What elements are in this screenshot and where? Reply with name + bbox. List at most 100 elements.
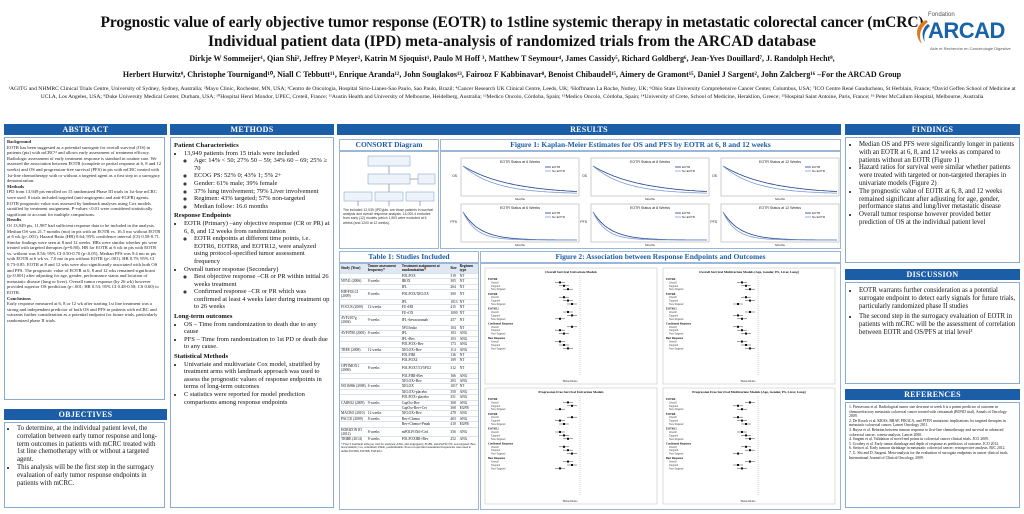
table-cell: ANG — [458, 426, 478, 437]
table-cell: IFL+bevacizumab — [400, 315, 450, 326]
table-cell: NT — [458, 272, 478, 279]
km-ylabel: OS — [712, 174, 718, 178]
km-ylabel: PFS — [580, 220, 587, 224]
abstract-header: ABSTRACT — [4, 124, 167, 135]
forest-title: Overall Survival Univariate Models — [545, 270, 597, 274]
forest-row-label: Overall — [491, 431, 499, 434]
table-cell: HIP/FOLCI (2009) — [340, 289, 367, 300]
table-cell: FOLFIRI+Bev — [400, 372, 450, 379]
table-cell: mFOLFOX6+Ced — [400, 426, 450, 437]
forest-row-label: Overall — [669, 416, 677, 419]
table-cell — [366, 404, 401, 411]
table-cell: IFL+Bev — [400, 335, 450, 342]
forest-row-label: Targeted — [491, 344, 501, 347]
km-legend-label: No EOTR — [682, 215, 696, 219]
forest-row-label: Non-Targeted — [491, 408, 506, 411]
forest-point — [571, 314, 573, 317]
table-cell — [340, 324, 367, 331]
table-cell: 8 weeks — [366, 436, 401, 442]
table-cell: 300 — [449, 289, 459, 300]
km-legend-label: No EOTR — [682, 169, 696, 173]
km-legend-label: No EOTR — [552, 215, 566, 219]
forest-point — [745, 445, 747, 448]
table-row: N9741 (2006) 8 weeks IROX 305 NT — [340, 278, 478, 285]
table-cell: ANG — [458, 394, 478, 401]
forest-row-label: Targeted — [491, 434, 501, 437]
table-row: FOLFOX4 109 NT — [340, 357, 478, 364]
forest-row-label: Targeted — [669, 405, 679, 408]
table-cell — [340, 404, 367, 411]
methods-header: METHODS — [170, 124, 334, 135]
table-cell — [366, 372, 401, 379]
table-cell: 312 — [449, 362, 459, 374]
table-row: HORIZON III (2012) 8 weeks mFOLFOX6+Ced 356… — [340, 426, 478, 437]
forest-row-label: Overall — [669, 326, 677, 329]
forest-row-label: Overall — [669, 296, 677, 299]
forest-row-label: Targeted — [491, 329, 501, 332]
forest-point — [745, 332, 747, 335]
table-cell: NT — [458, 324, 478, 331]
table-cell: AVF2107g (2004) — [340, 315, 367, 326]
table-cell — [366, 351, 401, 358]
table-cell: IROX — [400, 278, 450, 285]
table-cell: 8 weeks — [366, 289, 401, 300]
table-cell: ANG — [458, 341, 478, 347]
table-row: IFL 264 NT — [340, 283, 478, 290]
forest-point — [741, 467, 743, 470]
table-cell: 264 — [449, 283, 459, 290]
km-legend-label: No EOTR — [812, 215, 826, 219]
km-plot-title: EOTR Status at 6 Weeks — [500, 206, 540, 210]
table-cell — [340, 394, 367, 401]
forest-group-label: EOTR12 — [488, 308, 499, 311]
forest-row-label: Non-Targeted — [491, 467, 506, 470]
km-ylabel: OS — [582, 174, 588, 178]
reference-item: 4. Sargent et al. Validation of novel en… — [849, 437, 989, 442]
table-cell — [340, 421, 367, 428]
forest-group-label: Confirmed Response — [488, 322, 514, 325]
table-cell — [366, 357, 401, 364]
reference-item: 5. Grothey et al. Early tumor shrinkage … — [849, 441, 1000, 446]
table-cell — [366, 377, 401, 384]
figure1-title: Figure 1: Kaplan-Meier Estimates for OS … — [440, 139, 841, 151]
table-cell: 1013 — [449, 298, 459, 305]
forest-point — [559, 317, 561, 320]
forest-point — [741, 340, 743, 343]
km-plot-frame — [590, 157, 710, 197]
table-header: Regimen type — [458, 264, 478, 274]
forest-row-label: Non-Targeted — [669, 408, 684, 411]
patient-characteristics-heading: Patient Characteristics — [174, 142, 239, 149]
discussion-item: The second step in the surrogacy evaluat… — [859, 313, 1016, 336]
forest-point — [741, 408, 743, 411]
forest-row-label: Non-Targeted — [491, 453, 506, 456]
table-row: 5FU/leuko 104 NT — [340, 324, 478, 331]
table-cell — [366, 335, 401, 342]
table-cell: 1000 — [449, 309, 459, 316]
forest-group-label: EOTR8 — [488, 293, 498, 296]
forest-point — [737, 303, 739, 305]
table-cell: 319 — [449, 272, 459, 279]
table-cell: 252 — [449, 436, 459, 442]
table-cell: 415 — [449, 304, 459, 311]
forest-row-label: Non-Targeted — [491, 318, 506, 321]
table-row: FOLFIRI+Bev 166 ANG — [340, 372, 478, 379]
forest-row-label: Targeted — [669, 329, 679, 332]
table-row: FOLFOX 319 NT — [340, 272, 478, 279]
objectives-header: OBJECTIVES — [4, 409, 167, 420]
forest-point — [559, 408, 561, 411]
forest-point — [749, 437, 751, 440]
forest-group-label: EOTR12 — [488, 428, 499, 431]
forest-point — [559, 431, 561, 433]
forest-row-label: Overall — [491, 461, 499, 464]
table-cell: 350 — [449, 388, 459, 395]
forest-group-label: EOTR8 — [666, 293, 676, 296]
table-cell: NT — [458, 362, 478, 374]
km-legend-label: EOTR — [552, 211, 561, 215]
forest-point — [567, 299, 569, 302]
table-cell: NT — [458, 278, 478, 285]
table-cell: FOLFOX+Bev — [400, 341, 450, 347]
forest-point — [741, 419, 743, 422]
pc-item: 37% lung involvement; 79% Liver involvem… — [194, 188, 330, 196]
table-cell — [366, 309, 401, 316]
table-row: NO16966 (2008) 6 weeks XELOX 1017 NT — [340, 383, 478, 390]
pc-item: Gender: 61% male; 39% female — [194, 180, 330, 188]
